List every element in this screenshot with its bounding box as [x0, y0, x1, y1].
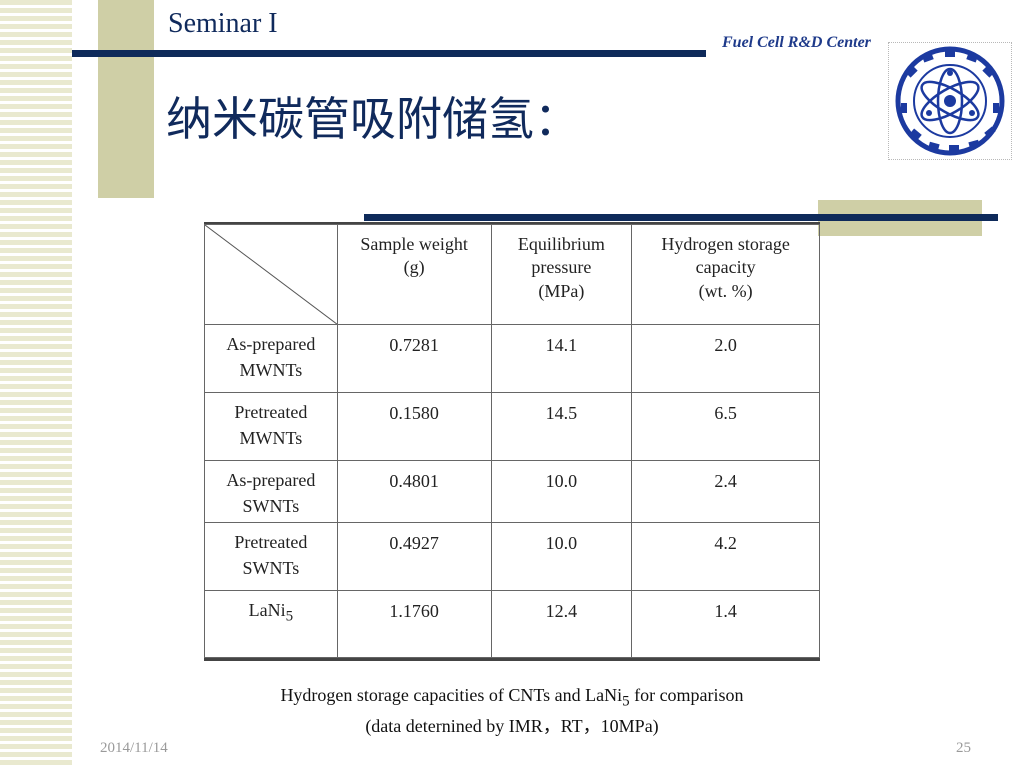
column-header-equilibrium-pressure: Equilibrium pressure (MPa) [490, 224, 633, 325]
center-name: Fuel Cell R&D Center [722, 34, 871, 51]
pressure-cell: 10.0 [490, 460, 633, 523]
table-row: Pretreated SWNTs 0.4927 10.0 4.2 [204, 522, 820, 591]
left-stripe-decoration [0, 0, 72, 768]
table-row: As-prepared SWNTs 0.4801 10.0 2.4 [204, 460, 820, 523]
table-row: Pretreated MWNTs 0.1580 14.5 6.5 [204, 392, 820, 461]
capacity-cell: 2.4 [631, 460, 820, 523]
capacity-cell: 4.2 [631, 522, 820, 591]
table-row: As-prepared MWNTs 0.7281 14.1 2.0 [204, 324, 820, 393]
row-label: As-prepared MWNTs [204, 324, 338, 393]
sample-weight-cell: 0.4801 [336, 460, 492, 523]
left-accent-block [98, 0, 154, 198]
hydrogen-storage-table: Sample weight (g) Equilibrium pressure (… [204, 222, 820, 661]
column-header-hydrogen-storage-capacity: Hydrogen storage capacity (wt. %) [631, 224, 820, 325]
row-label: Pretreated MWNTs [204, 392, 338, 461]
page-title: 纳米碳管吸附储氢： [166, 92, 580, 146]
pressure-cell: 14.1 [490, 324, 633, 393]
top-rule [72, 50, 706, 57]
pressure-cell: 14.5 [490, 392, 633, 461]
pressure-cell: 12.4 [490, 590, 633, 658]
sample-weight-cell: 0.4927 [336, 522, 492, 591]
sample-weight-cell: 1.1760 [336, 590, 492, 658]
row-label: LaNi5 [204, 590, 338, 658]
seminar-label: Seminar I [168, 8, 278, 39]
sample-weight-cell: 0.7281 [336, 324, 492, 393]
table-row: LaNi5 1.1760 12.4 1.4 [204, 590, 820, 658]
middle-rule [364, 214, 998, 221]
table-corner-cell [204, 224, 338, 325]
capacity-cell: 6.5 [631, 392, 820, 461]
row-label: As-prepared SWNTs [204, 460, 338, 523]
capacity-cell: 1.4 [631, 590, 820, 658]
column-header-sample-weight: Sample weight (g) [336, 224, 492, 325]
institute-seal-logo [888, 42, 1012, 160]
page-number: 25 [956, 740, 971, 756]
capacity-cell: 2.0 [631, 324, 820, 393]
footer-date: 2014/11/14 [100, 740, 168, 756]
caption-line-2: (data deternined by IMR，RT，10MPa) [365, 716, 659, 737]
row-label: Pretreated SWNTs [204, 522, 338, 591]
table-caption: Hydrogen storage capacities of CNTs and … [204, 682, 820, 739]
pressure-cell: 10.0 [490, 522, 633, 591]
sample-weight-cell: 0.1580 [336, 392, 492, 461]
caption-line-1: Hydrogen storage capacities of CNTs and … [280, 685, 744, 710]
